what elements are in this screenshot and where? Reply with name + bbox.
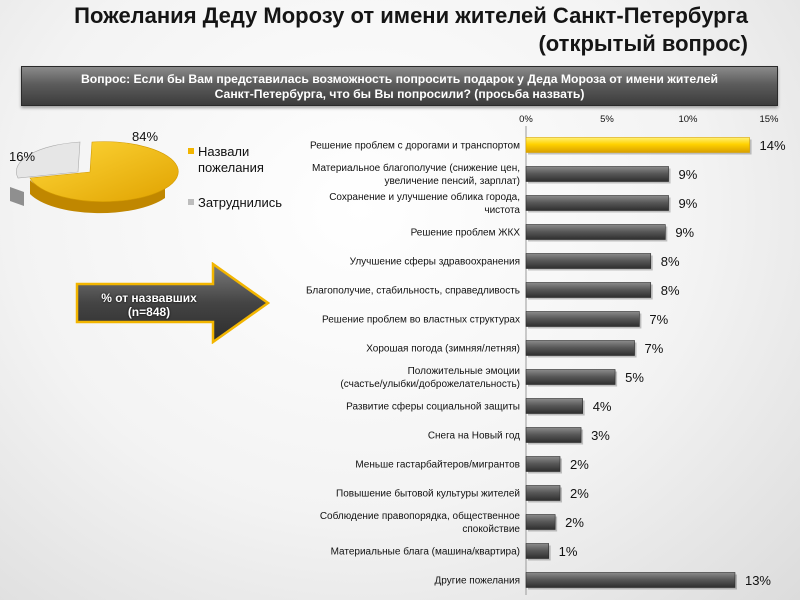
pie-slice-2 bbox=[16, 141, 81, 179]
question-banner: Вопрос: Если бы Вам представилась возмож… bbox=[21, 66, 778, 106]
data-label: 13% bbox=[745, 573, 771, 588]
bar bbox=[525, 311, 640, 327]
data-label: 8% bbox=[661, 283, 680, 298]
bar-chart: 0% 5% 10% 15% Решение проблем с дорогами и т… bbox=[306, 114, 786, 595]
category-label: Сохранение и улучшение облика города, чис… bbox=[329, 191, 520, 216]
category-label: Решение проблем во властных структурах bbox=[322, 314, 520, 326]
data-label: 9% bbox=[679, 196, 698, 211]
bar bbox=[525, 224, 666, 240]
bar bbox=[525, 195, 669, 211]
legend-label-1-line-1: Назвали bbox=[198, 144, 250, 159]
legend-label-1-line-2: пожелания bbox=[198, 160, 264, 175]
legend-item-2: Затруднились bbox=[198, 195, 282, 211]
bar bbox=[525, 514, 556, 530]
category-label: Материальные блага (машина/квартира) bbox=[331, 546, 520, 558]
category-label: Хорошая погода (зимняя/летняя) bbox=[366, 344, 520, 355]
pie-svg bbox=[10, 141, 179, 214]
legend-item-1: Назвали пожелания bbox=[198, 144, 264, 176]
category-label: Повышение бытовой культуры жителей bbox=[336, 488, 520, 500]
category-label: Другие пожелания bbox=[435, 576, 521, 587]
category-label: Материальное благополучие (снижение цен,… bbox=[312, 162, 520, 187]
base-label-line-1: % от назвавших bbox=[101, 291, 197, 305]
question-line-2: Санкт-Петербурга, что бы Вы попросили? (… bbox=[214, 87, 585, 101]
bar bbox=[525, 543, 549, 559]
bar bbox=[525, 340, 635, 356]
category-label: Снега на Новый год bbox=[428, 431, 520, 442]
x-tick-label: 0% bbox=[519, 114, 533, 125]
bar bbox=[525, 369, 616, 385]
data-label: 4% bbox=[593, 399, 612, 414]
category-label: Решение проблем ЖКХ bbox=[411, 227, 521, 239]
data-label: 7% bbox=[645, 341, 664, 356]
x-tick-label: 10% bbox=[678, 114, 698, 125]
category-label: Соблюдение правопорядка, общественное спо… bbox=[320, 510, 521, 535]
data-label: 7% bbox=[649, 312, 668, 327]
data-label: 1% bbox=[559, 544, 578, 559]
legend-label-2: Затруднились bbox=[198, 195, 283, 210]
pie-slice-2-side bbox=[10, 187, 24, 206]
pie-chart: 84% 16% Назвали пожелания Затруднились bbox=[0, 120, 290, 230]
category-label: Положительные эмоции (счастье/улыбки/добр… bbox=[340, 366, 520, 390]
bar bbox=[525, 398, 584, 414]
category-label: Решение проблем с дорогами и транспортом bbox=[310, 140, 520, 152]
data-label: 9% bbox=[675, 225, 694, 240]
data-label: 14% bbox=[760, 138, 786, 153]
base-label-line-2: (n=848) bbox=[127, 305, 171, 319]
data-label: 9% bbox=[679, 167, 698, 182]
legend-marker-2 bbox=[188, 199, 194, 205]
data-label: 2% bbox=[565, 515, 584, 530]
page-title: Пожелания Деду Морозу от имени жителей С… bbox=[48, 2, 748, 58]
bar bbox=[525, 137, 750, 153]
category-label: Развитие сферы социальной защиты bbox=[346, 401, 520, 413]
category-label: Улучшение сферы здравоохранения bbox=[350, 256, 520, 268]
bar bbox=[525, 253, 652, 269]
title-line-1: Пожелания Деду Морозу от имени жителей С… bbox=[74, 3, 748, 28]
data-label: 2% bbox=[570, 486, 589, 501]
bar bbox=[525, 572, 736, 588]
data-label: 8% bbox=[661, 254, 680, 269]
pie-slice-1-side bbox=[30, 180, 165, 214]
bar bbox=[525, 166, 669, 182]
x-tick-label: 15% bbox=[759, 114, 779, 125]
data-label: 3% bbox=[591, 428, 610, 443]
bar bbox=[525, 282, 652, 298]
pie-value-label-1: 84% bbox=[132, 129, 159, 144]
base-arrow bbox=[75, 262, 270, 344]
title-line-2: (открытый вопрос) bbox=[538, 31, 748, 56]
data-label: 2% bbox=[570, 457, 589, 472]
category-label: Благополучие, стабильность, справедливос… bbox=[306, 285, 520, 297]
bar bbox=[525, 456, 561, 472]
pie-slice-1 bbox=[29, 141, 179, 202]
legend-marker-1 bbox=[188, 148, 194, 154]
pie-value-label-2: 16% bbox=[9, 149, 36, 164]
bar bbox=[525, 427, 582, 443]
x-tick-label: 5% bbox=[600, 114, 614, 125]
category-label: Меньше гастарбайтеров/мигрантов bbox=[355, 459, 520, 471]
data-label: 5% bbox=[625, 370, 644, 385]
question-line-1: Вопрос: Если бы Вам представилась возмож… bbox=[80, 72, 718, 86]
bar bbox=[525, 485, 561, 501]
base-label: % от назвавших (n=848) bbox=[90, 291, 208, 319]
